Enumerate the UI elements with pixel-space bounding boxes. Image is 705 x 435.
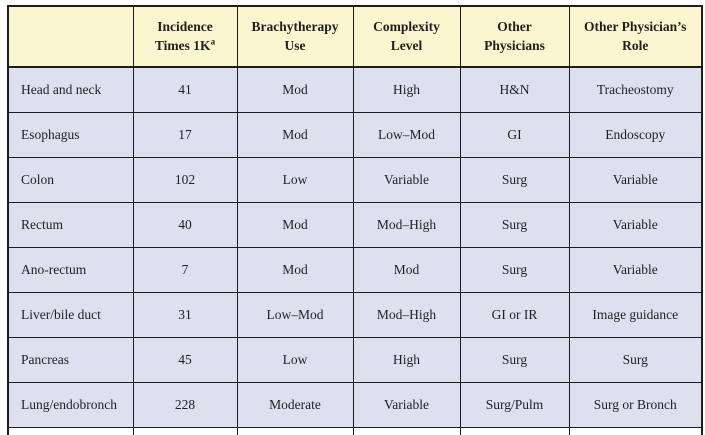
cell-other-physicians: Surg/Pulm: [459, 382, 570, 428]
cell-site: Pancreas: [7, 337, 134, 383]
cell-incidence-times-1k: 40: [132, 202, 238, 248]
header-row: Incidence Times 1Ka Brachytherapy Use Co…: [7, 5, 703, 68]
cell-incidence-times-1k: 45: [132, 337, 238, 383]
cell-complexity-level: Mod–High: [352, 292, 461, 338]
cell-complexity-level: Low–Mod: [352, 112, 461, 158]
cell-other-physicians: Surg: [459, 157, 570, 203]
partial-cell: [7, 427, 134, 435]
table-row: Liver/bile duct 31 Low–Mod Mod–High GI or IR…: [7, 292, 703, 338]
table-row: Pancreas 45 Low High Surg Surg: [7, 337, 703, 383]
footnote-marker: a: [210, 36, 216, 46]
cell-incidence-times-1k: 41: [132, 66, 238, 113]
cell-brachytherapy-use: Low: [236, 337, 354, 383]
partial-cell: [236, 427, 354, 435]
partial-cell: [459, 427, 570, 435]
col-header-incidence: Incidence Times 1Ka: [132, 5, 238, 68]
cell-complexity-level: Variable: [352, 157, 461, 203]
cell-brachytherapy-use: Low: [236, 157, 354, 203]
cell-other-physicians-role: Surg or Bronch: [568, 382, 703, 428]
cell-incidence-times-1k: 17: [132, 112, 238, 158]
cell-brachytherapy-use: Mod: [236, 202, 354, 248]
cell-site: Liver/bile duct: [7, 292, 134, 338]
cell-brachytherapy-use: Mod: [236, 247, 354, 293]
table-row: Esophagus 17 Mod Low–Mod GI Endoscopy: [7, 112, 703, 158]
cell-other-physicians: Surg: [459, 247, 570, 293]
cell-other-physicians-role: Variable: [568, 157, 703, 203]
cell-complexity-level: Mod–High: [352, 202, 461, 248]
cell-other-physicians: Surg: [459, 337, 570, 383]
cell-incidence-times-1k: 31: [132, 292, 238, 338]
col-header-other-physicians: Other Physicians: [459, 5, 570, 68]
cell-complexity-level: High: [352, 337, 461, 383]
col-header-complexity-level: Complexity Level: [352, 5, 461, 68]
col-header-other-physicians-role: Other Physician’s Role: [568, 5, 703, 68]
partial-cell: [352, 427, 461, 435]
table-container: Incidence Times 1Ka Brachytherapy Use Co…: [7, 5, 703, 435]
cell-other-physicians-role: Surg: [568, 337, 703, 383]
col-header-site: [7, 5, 134, 68]
cell-site: Ano-rectum: [7, 247, 134, 293]
cell-site: Lung/endobronch: [7, 382, 134, 428]
cell-other-physicians: H&N: [459, 66, 570, 113]
table-row: Ano-rectum 7 Mod Mod Surg Variable: [7, 247, 703, 293]
cell-brachytherapy-use: Low–Mod: [236, 292, 354, 338]
cell-incidence-times-1k: 7: [132, 247, 238, 293]
partial-cell: [132, 427, 238, 435]
cell-other-physicians-role: Variable: [568, 247, 703, 293]
cell-other-physicians: GI or IR: [459, 292, 570, 338]
cell-site: Esophagus: [7, 112, 134, 158]
cell-brachytherapy-use: Mod: [236, 66, 354, 113]
cell-other-physicians-role: Endoscopy: [568, 112, 703, 158]
cell-complexity-level: Mod: [352, 247, 461, 293]
cell-site: Rectum: [7, 202, 134, 248]
cell-site: Colon: [7, 157, 134, 203]
cell-other-physicians-role: Variable: [568, 202, 703, 248]
cell-incidence-times-1k: 228: [132, 382, 238, 428]
cell-other-physicians-role: Image guidance: [568, 292, 703, 338]
brachytherapy-site-table: Incidence Times 1Ka Brachytherapy Use Co…: [7, 5, 703, 435]
cell-brachytherapy-use: Moderate: [236, 382, 354, 428]
cell-brachytherapy-use: Mod: [236, 112, 354, 158]
col-header-brachytherapy-use: Brachytherapy Use: [236, 5, 354, 68]
cell-site: Head and neck: [7, 66, 134, 113]
table-row: Head and neck 41 Mod High H&N Tracheostomy: [7, 66, 703, 113]
cell-complexity-level: High: [352, 66, 461, 113]
table-row: Rectum 40 Mod Mod–High Surg Variable: [7, 202, 703, 248]
cell-other-physicians-role: Tracheostomy: [568, 66, 703, 113]
table-row: Colon 102 Low Variable Surg Variable: [7, 157, 703, 203]
partial-cell: [568, 427, 703, 435]
partial-cutoff-row: [7, 427, 703, 435]
cell-incidence-times-1k: 102: [132, 157, 238, 203]
cell-other-physicians: GI: [459, 112, 570, 158]
table-row: Lung/endobronch 228 Moderate Variable Surg/P…: [7, 382, 703, 428]
cell-other-physicians: Surg: [459, 202, 570, 248]
cell-complexity-level: Variable: [352, 382, 461, 428]
